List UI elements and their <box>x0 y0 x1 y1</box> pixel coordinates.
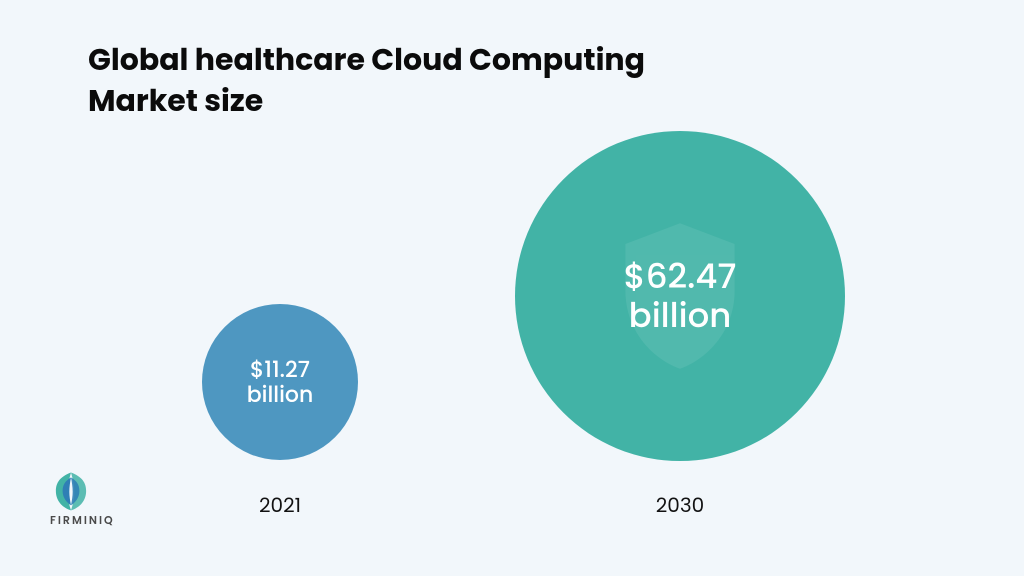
logo-mark-icon <box>50 470 92 512</box>
bubble-value-2030: $62.47 billion <box>624 257 737 335</box>
year-label-2021: 2021 <box>259 490 301 520</box>
brand-logo: FIRMINIQ <box>50 470 115 529</box>
logo-text: FIRMINIQ <box>50 512 115 529</box>
title-line-2: Market size <box>88 79 263 122</box>
market-bubble-2030: $62.47 billion <box>515 131 845 461</box>
chart-title: Global healthcare Cloud Computing Market… <box>88 40 645 121</box>
year-label-2030: 2030 <box>656 490 704 520</box>
title-line-1: Global healthcare Cloud Computing <box>88 38 645 81</box>
market-bubble-2021: $11.27 billion <box>202 304 358 460</box>
infographic-canvas: Global healthcare Cloud Computing Market… <box>0 0 1024 576</box>
bubble-value-2021: $11.27 billion <box>247 357 313 408</box>
